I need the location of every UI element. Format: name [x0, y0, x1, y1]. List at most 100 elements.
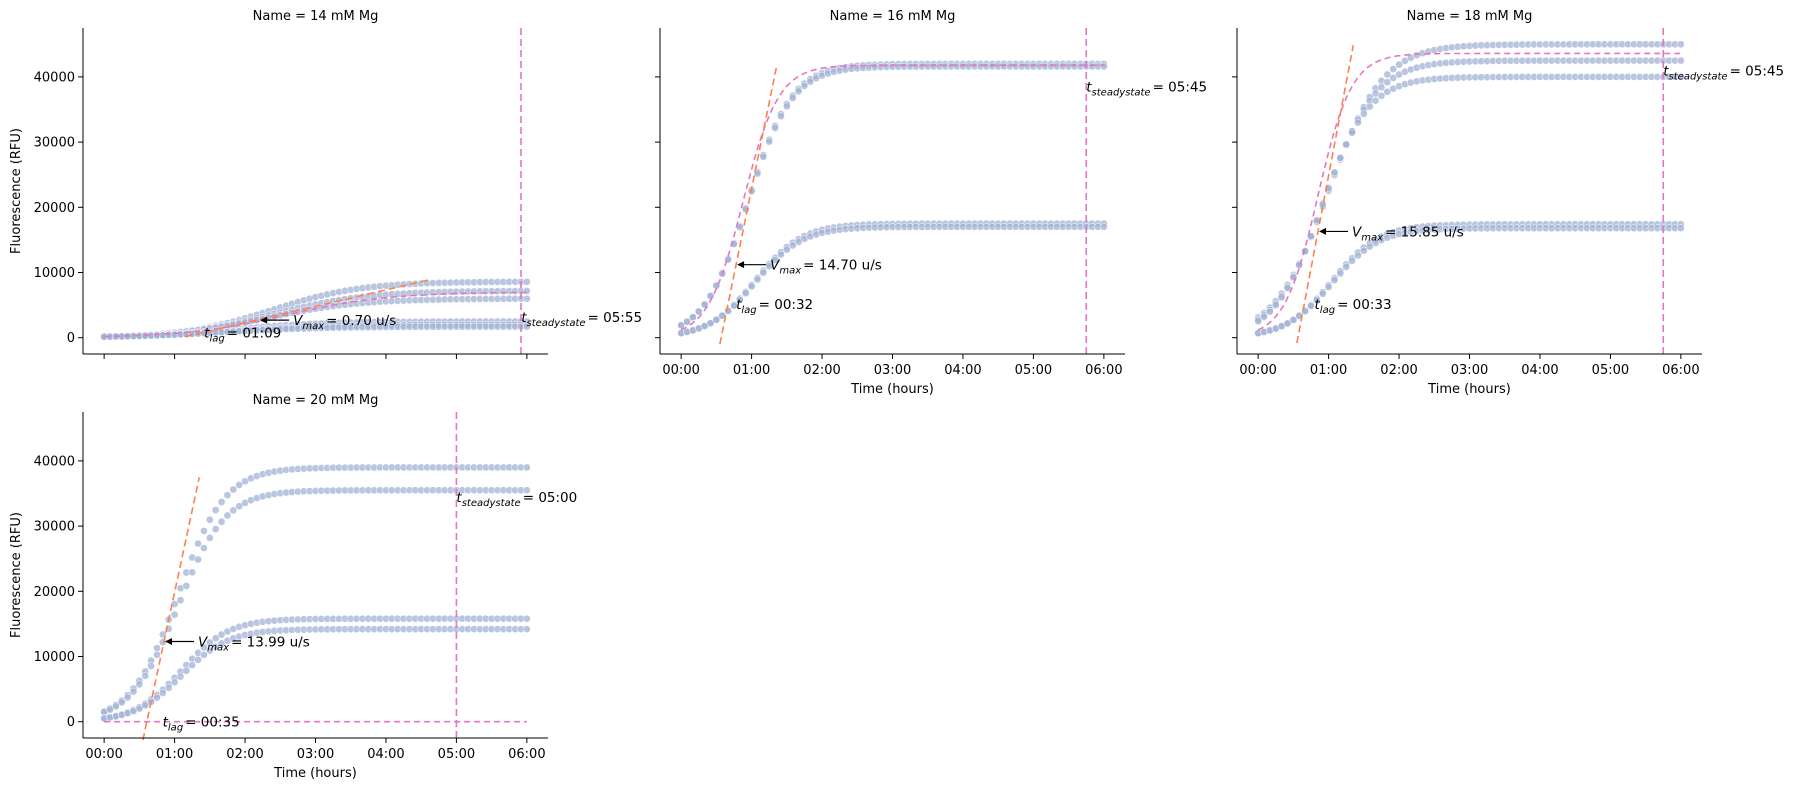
data-point	[170, 610, 179, 619]
data-point	[1383, 70, 1392, 79]
panel-title: Name = 14 mM Mg	[253, 9, 379, 24]
data-point	[765, 262, 774, 270]
scatter-points	[100, 277, 531, 341]
data-point	[1359, 110, 1368, 118]
data-point	[1312, 296, 1321, 304]
data-point	[1359, 246, 1368, 255]
data-point	[1324, 283, 1333, 291]
data-point	[158, 638, 167, 647]
data-point	[129, 687, 138, 696]
data-point	[153, 650, 161, 659]
data-point	[205, 638, 214, 647]
data-point	[147, 662, 155, 670]
data-point	[523, 287, 531, 295]
panel-title: Name = 18 mM Mg	[1407, 9, 1533, 24]
vmax-label: Vmax = 15.85 u/s	[1352, 224, 1464, 243]
data-point	[170, 678, 179, 687]
data-point	[741, 289, 750, 298]
data-point	[788, 94, 797, 102]
vmax-label: Vmax = 0.70 u/s	[293, 313, 396, 332]
data-point	[188, 568, 197, 577]
y-tick-label: 20000	[34, 585, 75, 600]
panel-4: Name = 20 mM Mg 0 10000 20000 30000 40000 00:0…	[9, 393, 577, 781]
fit-curve	[104, 291, 527, 338]
data-point	[741, 205, 750, 214]
data-point	[677, 321, 685, 330]
data-point	[759, 268, 768, 277]
data-point	[782, 102, 791, 111]
data-point	[523, 322, 531, 331]
y-tick-label: 40000	[34, 454, 75, 469]
data-point	[194, 655, 202, 664]
data-point	[141, 701, 150, 710]
data-point	[1377, 91, 1386, 100]
data-point	[200, 544, 208, 552]
data-point	[1389, 74, 1398, 82]
data-point	[689, 313, 697, 322]
data-point	[1100, 223, 1108, 231]
y-tick-label: 30000	[34, 520, 75, 535]
vmax-tangent-line	[142, 477, 201, 741]
data-point	[194, 539, 202, 548]
data-point	[1271, 301, 1280, 310]
data-point	[211, 525, 220, 533]
scatter-points	[677, 60, 1108, 337]
data-point	[229, 506, 238, 515]
data-point	[223, 511, 232, 520]
tsteadystate-label: tsteadystate = 05:55	[521, 310, 642, 329]
x-tick-label: 00:00	[662, 363, 699, 378]
x-tick-label: 00:00	[1239, 363, 1276, 378]
data-point	[724, 307, 732, 315]
data-point	[1254, 317, 1262, 326]
vmax-arrowhead	[1319, 227, 1327, 235]
data-point	[712, 315, 721, 324]
panel-title: Name = 20 mM Mg	[253, 393, 379, 408]
data-point	[1354, 118, 1362, 127]
x-tick-label: 00:00	[85, 747, 122, 762]
data-point	[1677, 73, 1685, 81]
tsteadystate-label: tsteadystate = 05:00	[456, 490, 577, 509]
data-point	[117, 698, 126, 707]
data-point	[211, 642, 220, 651]
x-tick-label: 05:00	[1015, 363, 1052, 378]
x-tick-label: 06:00	[1662, 363, 1699, 378]
data-point	[223, 491, 232, 500]
data-point	[211, 506, 220, 514]
data-point	[523, 486, 531, 495]
data-point	[1277, 293, 1286, 302]
data-point	[217, 498, 226, 506]
y-tick-label: 30000	[34, 136, 75, 151]
vmax-tangent-line	[1296, 45, 1355, 344]
x-tick-label: 04:00	[1521, 363, 1558, 378]
tlag-label: tlag = 00:32	[736, 297, 813, 316]
data-point	[112, 702, 120, 711]
data-point	[1365, 242, 1374, 251]
data-point	[1389, 65, 1398, 73]
data-point	[782, 245, 791, 254]
x-axis-title: Time (hours)	[273, 766, 357, 781]
data-point	[771, 124, 779, 132]
data-point	[1260, 313, 1268, 321]
y-axis-title: Fluorescence (RFU)	[9, 512, 24, 638]
vmax-arrowhead	[737, 261, 745, 269]
x-tick-label: 03:00	[297, 747, 334, 762]
data-point	[170, 600, 179, 608]
data-point	[1318, 289, 1327, 298]
data-point	[523, 463, 531, 472]
x-axis-title: Time (hours)	[850, 382, 934, 397]
x-tick-label: 03:00	[874, 363, 911, 378]
data-point	[1383, 78, 1392, 86]
data-point	[182, 666, 191, 675]
data-point	[1395, 60, 1403, 69]
data-point	[806, 77, 815, 86]
data-point	[771, 256, 779, 264]
tlag-label: tlag = 01:09	[204, 325, 281, 344]
vmax-arrowhead	[260, 316, 268, 324]
data-point	[164, 683, 173, 692]
data-point	[523, 625, 531, 633]
data-point	[176, 672, 185, 681]
data-point	[1354, 251, 1362, 260]
y-axis-title: Fluorescence (RFU)	[9, 128, 24, 254]
data-point	[153, 693, 161, 702]
y-tick-label: 0	[67, 331, 75, 346]
